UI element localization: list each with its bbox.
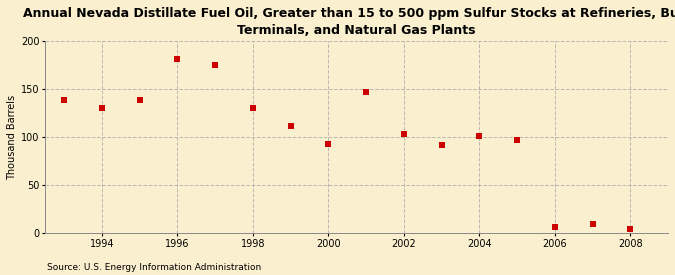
Point — [97, 106, 107, 111]
Point — [323, 142, 333, 146]
Point — [436, 142, 447, 147]
Point — [172, 57, 183, 61]
Y-axis label: Thousand Barrels: Thousand Barrels — [7, 95, 17, 180]
Point — [512, 138, 522, 142]
Point — [398, 132, 409, 136]
Point — [360, 90, 371, 94]
Text: Source: U.S. Energy Information Administration: Source: U.S. Energy Information Administ… — [47, 263, 261, 272]
Title: Annual Nevada Distillate Fuel Oil, Greater than 15 to 500 ppm Sulfur Stocks at R: Annual Nevada Distillate Fuel Oil, Great… — [22, 7, 675, 37]
Point — [474, 134, 485, 138]
Point — [285, 123, 296, 128]
Point — [587, 221, 598, 226]
Point — [625, 227, 636, 232]
Point — [59, 97, 70, 102]
Point — [549, 224, 560, 229]
Point — [210, 63, 221, 67]
Point — [248, 106, 259, 111]
Point — [134, 97, 145, 102]
